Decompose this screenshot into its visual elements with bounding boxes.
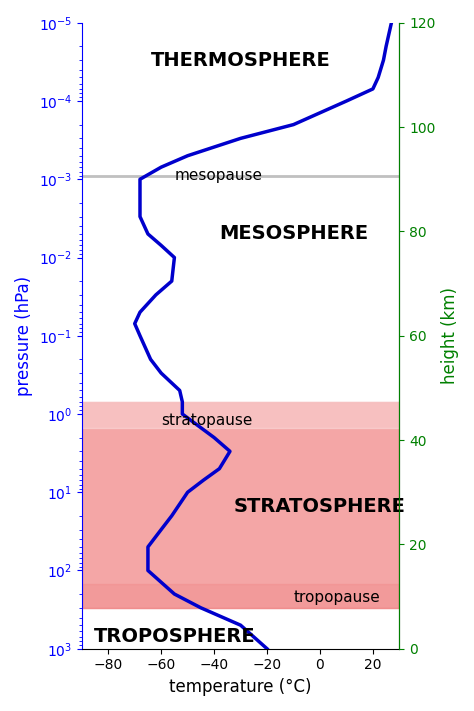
Y-axis label: pressure (hPa): pressure (hPa) — [15, 276, 33, 396]
Y-axis label: height (km): height (km) — [441, 287, 459, 384]
Text: TROPOSPHERE: TROPOSPHERE — [93, 627, 255, 646]
Bar — [82, 402, 400, 608]
Text: MESOSPHERE: MESOSPHERE — [219, 225, 368, 243]
Text: STRATOSPHERE: STRATOSPHERE — [234, 496, 406, 515]
Bar — [82, 402, 400, 428]
Bar — [82, 584, 400, 608]
X-axis label: temperature (°C): temperature (°C) — [169, 678, 312, 696]
Text: tropopause: tropopause — [293, 589, 380, 605]
Text: mesopause: mesopause — [174, 169, 263, 183]
Text: THERMOSPHERE: THERMOSPHERE — [151, 50, 330, 70]
Text: stratopause: stratopause — [161, 412, 253, 428]
